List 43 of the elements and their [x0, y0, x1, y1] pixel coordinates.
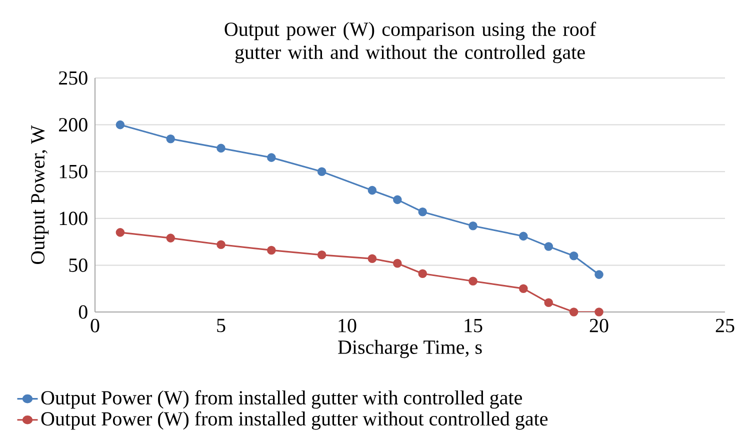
point	[544, 298, 553, 308]
point	[468, 276, 478, 286]
point	[569, 308, 578, 316]
y-tick-label: 150	[60, 164, 88, 178]
point	[267, 153, 276, 162]
point	[594, 270, 604, 279]
chart-title: Output power (W) comparison using the roof gutter with and without the controlled gate	[224, 22, 596, 64]
x-tick-label: 15	[464, 318, 482, 332]
point	[393, 195, 402, 204]
point	[393, 258, 402, 268]
point	[519, 232, 528, 241]
x-axis-title: Discharge Time, s	[338, 340, 482, 358]
point	[418, 207, 427, 216]
point	[368, 186, 377, 195]
x-tick-label: 0	[90, 318, 100, 332]
y-tick-label: 100	[60, 212, 88, 226]
point	[116, 120, 125, 130]
y-tick-label: 200	[59, 118, 88, 132]
legend-label: Output Power (W) from installed gutter without controlled gate	[41, 411, 548, 430]
x-tick-label: 25	[716, 318, 734, 332]
point	[544, 242, 553, 251]
point	[594, 308, 604, 316]
point	[116, 228, 125, 237]
y-tick-label: 50	[69, 258, 88, 272]
point	[216, 144, 226, 153]
x-tick-label: 10	[338, 318, 356, 332]
point	[317, 250, 326, 260]
point	[569, 251, 578, 260]
point	[368, 254, 377, 264]
y-tick-label: 0	[78, 305, 88, 319]
point	[519, 284, 528, 293]
point	[317, 167, 326, 176]
legend-label: Output Power (W) from installed gutter with controlled gate	[41, 390, 522, 409]
point	[166, 234, 176, 242]
point	[468, 221, 478, 230]
y-tick-label: 250	[59, 71, 88, 85]
x-tick-label: 20	[590, 318, 608, 332]
point	[216, 240, 226, 250]
point	[267, 246, 276, 255]
point	[166, 134, 176, 144]
x-tick-label: 5	[217, 318, 226, 332]
y-axis-title: Output Power, W	[31, 125, 49, 264]
point	[418, 269, 427, 278]
